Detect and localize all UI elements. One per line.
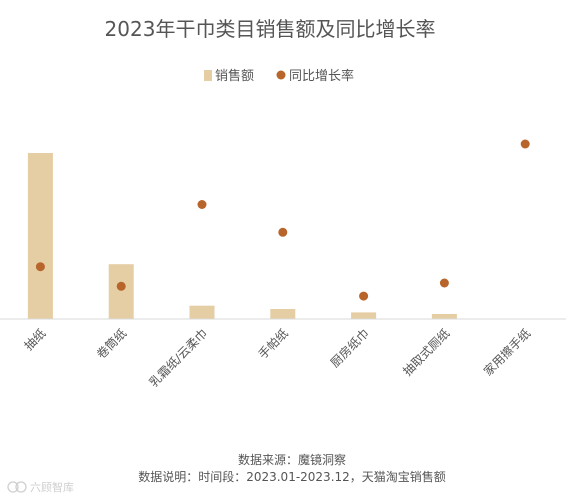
x-tick-label: 抽纸 xyxy=(22,326,49,353)
sales-bar xyxy=(189,305,215,319)
growth-dot xyxy=(359,291,369,301)
x-tick-label: 厨房纸巾 xyxy=(327,326,372,371)
sales-bar xyxy=(351,312,377,319)
data-source: 数据来源：魔镜洞察 xyxy=(238,452,346,467)
growth-dot xyxy=(278,227,288,237)
watermark: 六顾智库 xyxy=(7,480,74,494)
sales-bar xyxy=(108,264,134,319)
legend-label-sales: 销售额 xyxy=(215,68,254,84)
legend: 销售额 同比增长率 xyxy=(204,68,354,84)
chart-title: 2023年干巾类目销售额及同比增长率 xyxy=(105,17,436,41)
x-tick-label: 手帕纸 xyxy=(255,326,291,362)
sales-bar xyxy=(431,314,457,319)
x-axis-tick-labels: 抽纸 卷筒纸 乳霜纸/云柔巾 手帕纸 厨房纸巾 抽取式厕纸 家用擦手纸 xyxy=(22,326,534,390)
growth-dot xyxy=(197,200,207,209)
legend-label-growth: 同比增长率 xyxy=(289,68,354,84)
growth-dot xyxy=(35,262,45,272)
growth-dot xyxy=(520,139,530,149)
x-tick-label: 卷筒纸 xyxy=(93,326,129,362)
x-tick-label: 家用擦手纸 xyxy=(480,326,533,379)
growth-dot xyxy=(439,278,449,288)
sales-bars xyxy=(27,153,457,319)
watermark-logo-icon xyxy=(7,481,27,493)
data-note: 数据说明：时间段：2023.01-2023.12，天猫淘宝销售额 xyxy=(138,469,446,484)
growth-dots xyxy=(35,139,530,301)
sales-bar xyxy=(27,153,53,319)
x-tick-label: 抽取式厕纸 xyxy=(400,326,452,378)
legend-swatch-sales xyxy=(204,70,212,81)
legend-swatch-growth xyxy=(276,70,286,80)
sales-bar xyxy=(270,309,296,319)
watermark-text: 六顾智库 xyxy=(30,480,74,494)
x-tick-label: 乳霜纸/云柔巾 xyxy=(146,326,210,390)
growth-dot xyxy=(116,281,126,291)
